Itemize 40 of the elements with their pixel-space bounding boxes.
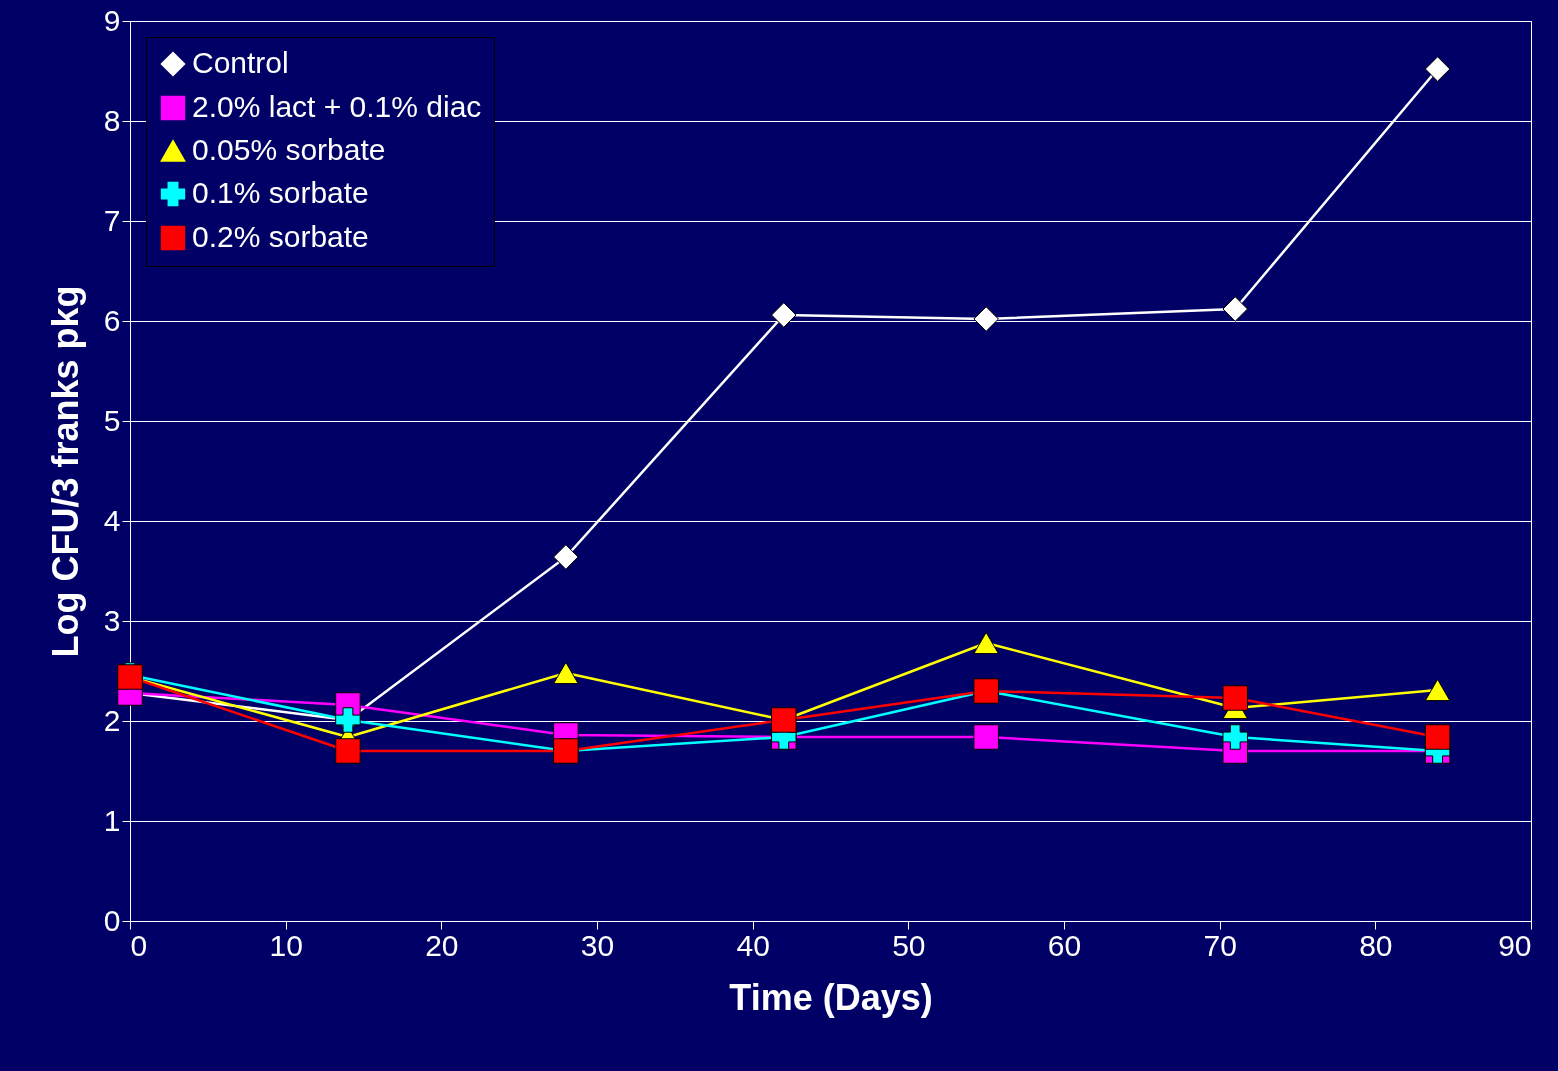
- point: [1222, 685, 1248, 711]
- point: [1424, 56, 1451, 82]
- y-tick-label: 4: [103, 503, 121, 537]
- y-tick-label: 6: [103, 303, 121, 337]
- point: [1424, 678, 1451, 702]
- x-tick-label: 80: [1359, 928, 1393, 962]
- point: [1424, 724, 1451, 750]
- legend-label: Control: [192, 46, 289, 79]
- point: [335, 738, 361, 764]
- legend-label: 0.2% sorbate: [192, 220, 369, 253]
- point: [553, 661, 579, 685]
- legend-label: 0.05% sorbate: [192, 133, 386, 166]
- y-tick-label: 9: [103, 3, 121, 37]
- point: [771, 302, 797, 328]
- y-tick-label: 8: [103, 103, 121, 137]
- legend-label: 0.1% sorbate: [192, 176, 369, 209]
- y-tick-label: 0: [103, 903, 121, 937]
- x-axis-title: Time (Days): [729, 976, 933, 1018]
- point: [1222, 724, 1248, 750]
- point: [553, 544, 579, 570]
- x-tick-label: 20: [425, 928, 459, 962]
- legend-label: 2.0% lact + 0.1% diac: [192, 90, 482, 123]
- y-tick-label: 5: [103, 403, 121, 437]
- y-tick-label: 2: [103, 703, 121, 737]
- point: [973, 724, 999, 750]
- x-tick-label: 90: [1498, 928, 1532, 962]
- point: [973, 631, 999, 655]
- x-tick-label: 50: [892, 928, 926, 962]
- x-tick-label: 40: [736, 928, 770, 962]
- y-tick-label: 7: [103, 203, 121, 237]
- x-tick-label: 60: [1047, 928, 1082, 962]
- y-axis-title: Log CFU/3 franks pkg: [44, 285, 86, 658]
- x-tick-label: 30: [580, 928, 615, 962]
- point: [973, 306, 999, 332]
- x-tick-label: 0: [130, 928, 148, 962]
- y-tick-label: 3: [103, 603, 121, 637]
- point: [1222, 296, 1248, 322]
- y-tick-label: 1: [103, 803, 121, 837]
- x-tick-label: 10: [269, 928, 303, 962]
- x-tick-label: 70: [1203, 928, 1237, 962]
